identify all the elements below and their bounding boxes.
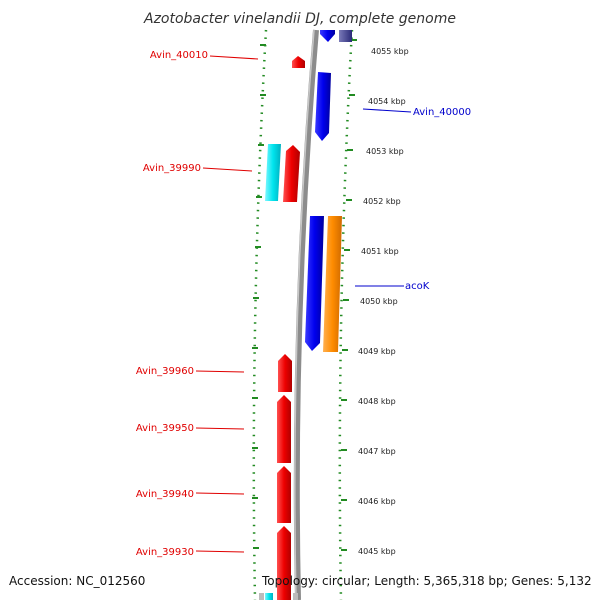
scale-label: 4055 kbp	[371, 47, 409, 56]
gene-features	[259, 30, 352, 600]
map-title: Azotobacter vinelandii DJ, complete geno…	[143, 11, 456, 27]
gene-label-avin-39930: Avin_39930	[136, 547, 194, 558]
gene-labels: Avin_40010 Avin_39990 Avin_39960 Avin_39…	[136, 50, 471, 558]
scale-label: 4052 kbp	[363, 197, 401, 206]
gene-label-avin-39940: Avin_39940	[136, 489, 194, 500]
scale-label: 4046 kbp	[358, 497, 396, 506]
scale-label: 4048 kbp	[358, 397, 396, 406]
gene-feature-navy-top	[339, 30, 352, 42]
feature-cyan	[265, 144, 281, 201]
outer-ring-right	[338, 29, 354, 600]
scale-label: 4047 kbp	[358, 447, 396, 456]
scale-label: 4054 kbp	[368, 97, 406, 106]
feature-grey-bottom-2	[293, 593, 298, 600]
gene-avin-39940	[277, 466, 291, 523]
scale-label: 4050 kbp	[360, 297, 398, 306]
tick-marks	[252, 39, 357, 551]
scale-label: 4045 kbp	[358, 547, 396, 556]
scale-labels: 4055 kbp 4054 kbp 4053 kbp 4052 kbp 4051…	[358, 47, 409, 556]
feature-cyan-bottom	[265, 593, 273, 600]
feature-grey-bottom	[259, 593, 264, 600]
outer-ring-left	[252, 29, 268, 600]
gene-avin-40000	[315, 72, 331, 141]
genome-backbone-highlight	[294, 29, 315, 600]
gene-label-acok: acoK	[405, 281, 430, 292]
scale-label: 4051 kbp	[361, 247, 399, 256]
scale-label: 4049 kbp	[358, 347, 396, 356]
feature-orange-acok	[323, 216, 342, 352]
topology-text: Topology: circular; Length: 5,365,318 bp…	[262, 574, 592, 588]
gene-label-avin-39990: Avin_39990	[143, 163, 201, 174]
label-leaders	[195, 55, 412, 553]
gene-label-avin-39950: Avin_39950	[136, 423, 194, 434]
accession-text: Accession: NC_012560	[9, 574, 146, 588]
gene-feature-blue-top	[320, 30, 335, 42]
gene-avin-39930	[277, 526, 291, 600]
gene-avin-39950	[277, 395, 291, 463]
gene-acok	[305, 216, 324, 351]
gene-label-avin-40000: Avin_40000	[413, 107, 471, 118]
gene-label-avin-39960: Avin_39960	[136, 366, 194, 377]
scale-label: 4053 kbp	[366, 147, 404, 156]
gene-label-avin-40010: Avin_40010	[150, 50, 208, 61]
gene-avin-39990	[283, 145, 300, 202]
genome-backbone	[293, 29, 319, 600]
gene-avin-39960	[278, 354, 292, 392]
gene-avin-40010	[292, 56, 305, 68]
